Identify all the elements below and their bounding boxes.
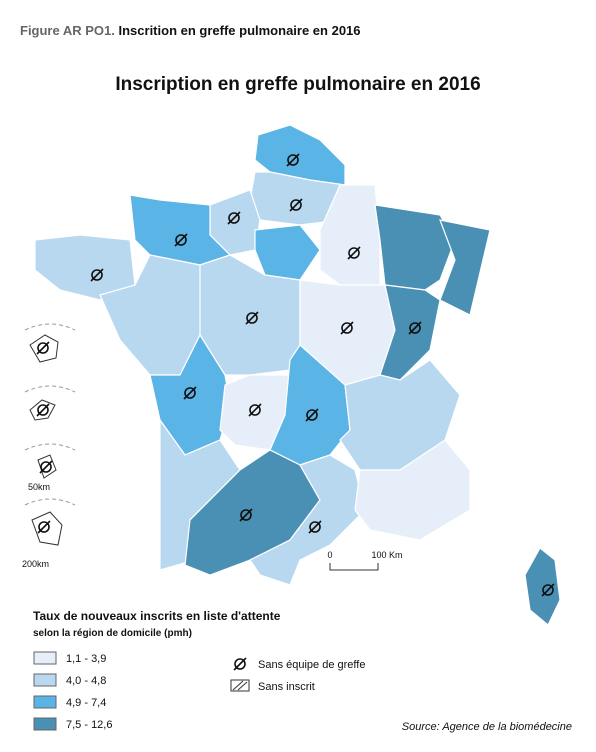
region xyxy=(524,547,561,626)
header: Figure AR PO1. Inscrition en greffe pulm… xyxy=(20,23,361,38)
region xyxy=(249,454,366,586)
figure-label: Figure AR PO1. xyxy=(20,23,115,38)
figure-title: Inscrition en greffe pulmonaire en 2016 xyxy=(119,23,361,38)
legend-title: Taux de nouveaux inscrits en liste d'att… xyxy=(33,609,281,623)
no-team-symbols xyxy=(36,153,555,597)
no-team-symbol xyxy=(36,341,50,355)
no-team-symbol xyxy=(245,311,259,325)
scale-line xyxy=(329,563,379,571)
no-team-symbol xyxy=(36,403,50,417)
legend-swatch xyxy=(33,695,57,709)
legend-label: 4,9 - 7,4 xyxy=(66,697,106,709)
scale-bar xyxy=(329,563,379,571)
legend-label: 7,5 - 12,6 xyxy=(66,719,112,731)
legend-no-team-icon xyxy=(233,657,247,671)
legend-subtitle: selon la région de domicile (pmh) xyxy=(33,628,192,639)
region xyxy=(254,224,321,281)
region xyxy=(439,219,491,316)
no-team-symbol xyxy=(305,408,319,422)
legend-label: 1,1 - 3,9 xyxy=(66,653,106,665)
inset-shapes xyxy=(29,334,63,546)
no-team-symbol xyxy=(541,583,555,597)
legend-symbol-label: Sans équipe de greffe xyxy=(258,659,365,671)
no-team-symbol xyxy=(308,520,322,534)
region xyxy=(354,439,471,541)
inset-scale: 200km xyxy=(22,559,49,569)
source: Source: Agence de la biomédecine xyxy=(402,721,572,733)
no-team-symbol xyxy=(286,153,300,167)
no-team-symbol xyxy=(183,386,197,400)
no-team-symbol xyxy=(90,268,104,282)
legend-swatch xyxy=(33,651,57,665)
legend-label: 4,0 - 4,8 xyxy=(66,675,106,687)
no-team-symbol xyxy=(347,246,361,260)
no-team-symbol xyxy=(227,211,241,225)
no-team-symbol xyxy=(248,403,262,417)
map-title: Inscription en greffe pulmonaire en 2016 xyxy=(115,74,480,95)
scale-end: 100 Km xyxy=(371,550,402,560)
no-team-symbol xyxy=(239,508,253,522)
no-team-symbol xyxy=(289,198,303,212)
no-team-symbol xyxy=(408,321,422,335)
legend-symbol-label: Sans inscrit xyxy=(258,681,315,693)
no-team-symbol xyxy=(340,321,354,335)
legend-swatches xyxy=(33,651,57,731)
inset-shape xyxy=(31,511,63,546)
no-team-symbol xyxy=(174,233,188,247)
inset-scale: 50km xyxy=(28,482,50,492)
inset-shape xyxy=(29,334,59,363)
no-team-symbol xyxy=(39,460,53,474)
region xyxy=(374,204,456,291)
legend-hatch-icon xyxy=(230,679,250,692)
legend-swatch xyxy=(33,717,57,731)
scale-start: 0 xyxy=(327,550,332,560)
legend-swatch xyxy=(33,673,57,687)
no-team-symbol xyxy=(37,520,51,534)
